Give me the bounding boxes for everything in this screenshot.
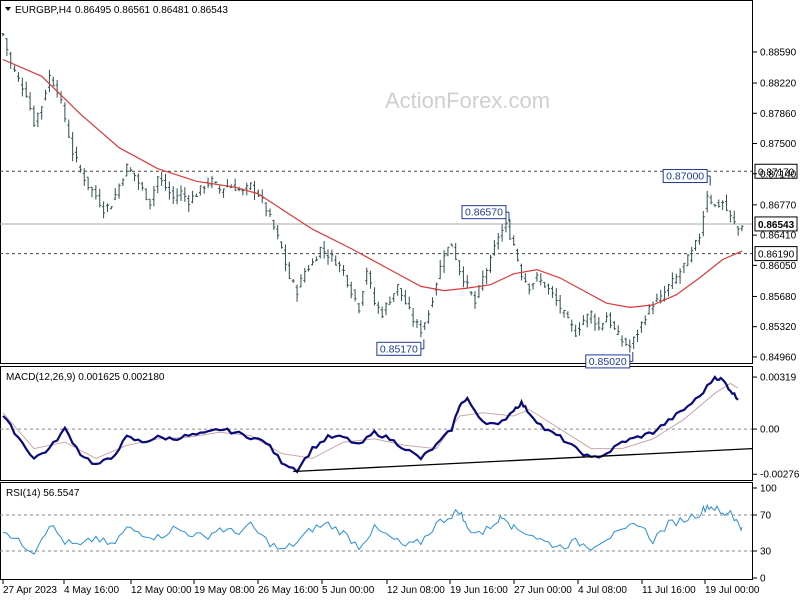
level-label: 0.86190 [758,250,795,261]
time-axis-label: 12 Jun 08:00 [387,585,445,596]
price-axis-label: 0.87860 [760,109,797,120]
current-price-label: 0.86543 [758,220,795,231]
price-axis-label: 0.88590 [760,47,797,58]
time-axis-label: 19 Jul 00:00 [705,585,760,596]
rsi-axis-label: 0 [760,574,766,585]
price-axis-label: 0.86770 [760,200,797,211]
rsi-panel-frame [0,482,753,580]
time-axis-label: 4 May 16:00 [64,585,119,596]
moving-average [2,58,743,309]
rsi-panel: 100 70 30 0 [0,484,777,585]
time-axis-label: 27 Jun 00:00 [514,585,572,596]
rsi-title: RSI(14) 56.5547 [6,488,80,499]
annotation-box [585,354,631,369]
macd-axis-label: -0.002769 [760,470,800,481]
macd-panel: 0.00319 0.00 -0.002769 [0,373,800,481]
time-axis: 27 Apr 2023 4 May 16:00 12 May 00:00 19 May… [2,580,760,596]
current-price-box [754,216,798,232]
price-axis-label: 0.88220 [760,79,797,90]
price-axis-label: 0.86050 [760,261,797,272]
price-axis-label: 0.85680 [760,292,797,303]
time-axis-label: 27 Apr 2023 [3,585,57,596]
annotation-box [662,169,708,184]
annotation-label: 0.85170 [380,343,418,355]
time-axis-label: 4 Jul 08:00 [578,585,627,596]
price-annotations: 0.85170 0.86570 0.85020 0.87000 [376,169,711,369]
level-label-box [754,163,798,179]
level-label-box [754,246,798,262]
rsi-line [2,503,743,555]
macd-trendline [293,447,753,473]
dropdown-triangle-icon[interactable] [5,7,11,11]
macd-line [2,375,739,474]
macd-axis-label: 0.00 [760,425,780,436]
price-axis-label: 0.86410 [760,231,797,242]
annotation-label: 0.85020 [589,356,627,368]
chart-header-ohlc: 0.86495 0.86561 0.86481 0.86543 [75,5,228,16]
price-panel-frame [0,0,753,364]
annotation-label: 0.87000 [666,171,704,183]
price-levels: 0.87170 0.86190 0.86543 [0,163,798,262]
macd-panel-frame [0,366,753,481]
macd-signal-line [2,382,739,459]
time-axis-label: 26 May 16:00 [258,585,319,596]
watermark: ActionForex.com [385,88,550,113]
price-candles [1,33,744,353]
time-axis-label: 11 Jul 16:00 [642,585,696,596]
rsi-axis-label: 70 [760,511,772,522]
macd-title: MACD(12,26,9) 0.001625 0.002180 [6,372,165,383]
macd-axis-label: 0.00319 [760,373,797,384]
level-label: 0.87170 [758,167,795,178]
chart-header-symbol: EURGBP,H4 [15,5,72,16]
annotation-label: 0.86570 [465,207,503,219]
price-axis-label: 0.87500 [760,139,797,150]
time-axis-label: 19 Jun 16:00 [450,585,508,596]
ma-line [2,58,743,309]
annotation-box [461,205,507,220]
rsi-axis-label: 30 [760,547,772,558]
time-axis-label: 5 Jun 00:00 [322,585,375,596]
annotation-box [376,341,422,356]
price-axis-label: 0.84960 [760,352,797,363]
rsi-axis-label: 100 [760,484,777,495]
time-axis-label: 12 May 00:00 [131,585,192,596]
price-axis: 0.88590 0.88220 0.87860 0.87500 0.87140 0.867… [753,47,797,363]
time-axis-label: 19 May 08:00 [194,585,255,596]
price-axis-label: 0.85320 [760,322,797,333]
price-axis-label: 0.87140 [760,169,797,180]
